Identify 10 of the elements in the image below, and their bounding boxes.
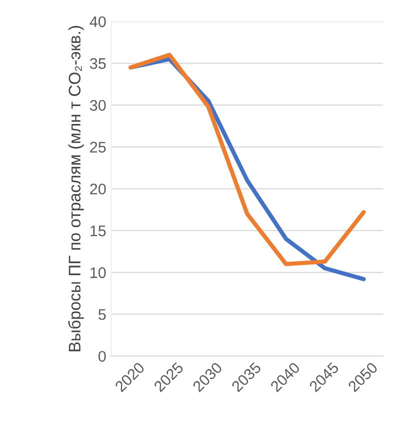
y-tick-label: 5: [98, 309, 106, 320]
y-tick-label: 30: [90, 100, 106, 111]
y-tick-label: 0: [98, 350, 106, 362]
y-tick-label: 10: [90, 267, 106, 278]
y-tick-label: 20: [90, 184, 106, 194]
y-tick-label: 35: [90, 58, 106, 69]
y-tick-label: 25: [90, 142, 106, 153]
y-tick-label: 15: [90, 226, 106, 236]
y-tick-label: 40: [90, 16, 106, 28]
y-axis-title: Выбросы ПГ по отраслям (млн т CO₂-экв.): [68, 26, 84, 352]
